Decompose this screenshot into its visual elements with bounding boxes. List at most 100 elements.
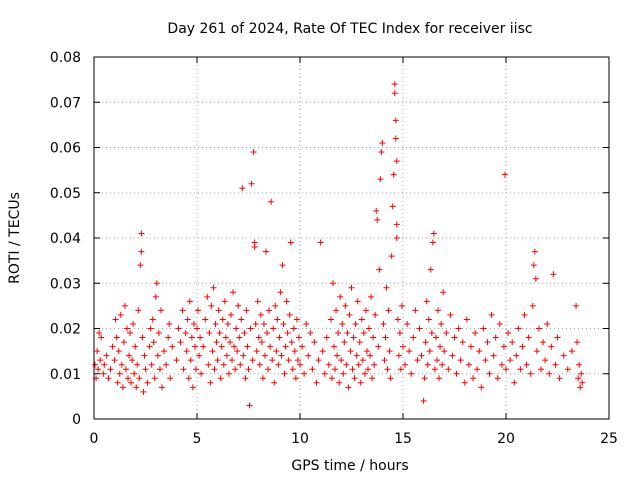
data-point	[416, 325, 423, 332]
data-point	[568, 348, 575, 355]
data-point	[329, 280, 336, 287]
data-point	[109, 343, 116, 350]
data-point	[166, 320, 173, 327]
data-point	[204, 293, 211, 300]
data-point	[503, 366, 509, 373]
data-point	[381, 357, 388, 364]
data-point	[154, 352, 161, 359]
data-point	[230, 289, 237, 296]
data-point	[368, 293, 375, 300]
data-point	[325, 361, 332, 368]
data-point	[239, 185, 246, 192]
data-point	[222, 334, 229, 341]
data-point	[175, 325, 182, 332]
data-point	[330, 343, 337, 350]
data-point	[393, 221, 400, 228]
data-point	[494, 375, 501, 382]
data-point	[152, 293, 159, 300]
y-tick-label: 0.05	[50, 186, 81, 202]
data-point	[197, 334, 204, 341]
data-point	[486, 370, 493, 377]
data-point	[505, 330, 512, 337]
x-tick-labels: 0 5 10 15 20 25	[90, 431, 618, 447]
data-point	[97, 357, 104, 364]
data-point	[540, 339, 547, 346]
data-point	[185, 375, 192, 382]
data-point	[301, 370, 308, 377]
data-point	[519, 343, 526, 350]
data-point	[92, 361, 99, 368]
data-point	[387, 375, 394, 382]
data-point	[535, 325, 542, 332]
data-point	[256, 361, 263, 368]
data-point	[391, 90, 398, 97]
data-point	[402, 361, 409, 368]
data-point	[424, 361, 431, 368]
data-point	[467, 343, 474, 350]
data-point	[408, 370, 415, 377]
data-point	[397, 366, 404, 373]
data-point	[250, 149, 257, 156]
data-point	[394, 316, 401, 323]
data-point	[119, 384, 126, 391]
data-point	[137, 262, 144, 269]
data-point	[117, 311, 124, 318]
data-point	[336, 379, 343, 386]
data-point	[370, 334, 377, 341]
data-point	[335, 330, 342, 337]
data-point	[429, 239, 436, 246]
data-point	[496, 320, 503, 327]
data-point	[247, 325, 254, 332]
data-point	[285, 357, 292, 364]
data-point	[200, 343, 207, 350]
data-point	[472, 330, 479, 337]
data-point	[232, 366, 239, 373]
data-point	[379, 139, 386, 146]
data-point	[527, 370, 534, 377]
data-point	[501, 171, 508, 178]
data-point	[194, 325, 200, 332]
data-point	[202, 316, 209, 323]
data-point	[307, 330, 314, 337]
data-point	[305, 352, 312, 359]
data-point	[223, 352, 230, 359]
data-point	[404, 320, 411, 327]
data-point	[425, 316, 432, 323]
data-point	[150, 339, 157, 346]
y-tick-label: 0.07	[50, 95, 81, 111]
data-point	[130, 320, 137, 327]
data-point	[205, 361, 212, 368]
data-point	[111, 357, 118, 364]
data-point	[225, 370, 232, 377]
data-point	[290, 325, 297, 332]
data-point	[577, 384, 584, 391]
data-point	[233, 325, 240, 332]
data-point	[146, 343, 153, 350]
data-point	[241, 330, 248, 337]
data-point	[151, 375, 158, 382]
data-point	[525, 334, 532, 341]
data-point	[254, 298, 261, 305]
x-tick-label: 0	[90, 431, 99, 447]
data-point	[123, 325, 130, 332]
data-point	[420, 397, 427, 404]
data-point	[361, 370, 368, 377]
data-point	[295, 334, 302, 341]
data-point	[340, 370, 347, 377]
data-point	[332, 366, 339, 373]
data-point	[531, 248, 538, 255]
grid-lines	[94, 57, 609, 419]
data-point	[255, 334, 262, 341]
data-point	[107, 366, 114, 373]
data-point	[389, 203, 396, 210]
data-point	[546, 370, 553, 377]
data-point	[445, 366, 452, 373]
data-point	[101, 361, 108, 368]
x-tick-label: 15	[394, 431, 412, 447]
data-points	[92, 81, 586, 409]
data-point	[544, 320, 551, 327]
data-point	[167, 375, 174, 382]
data-point	[436, 375, 443, 382]
data-point	[538, 366, 545, 373]
